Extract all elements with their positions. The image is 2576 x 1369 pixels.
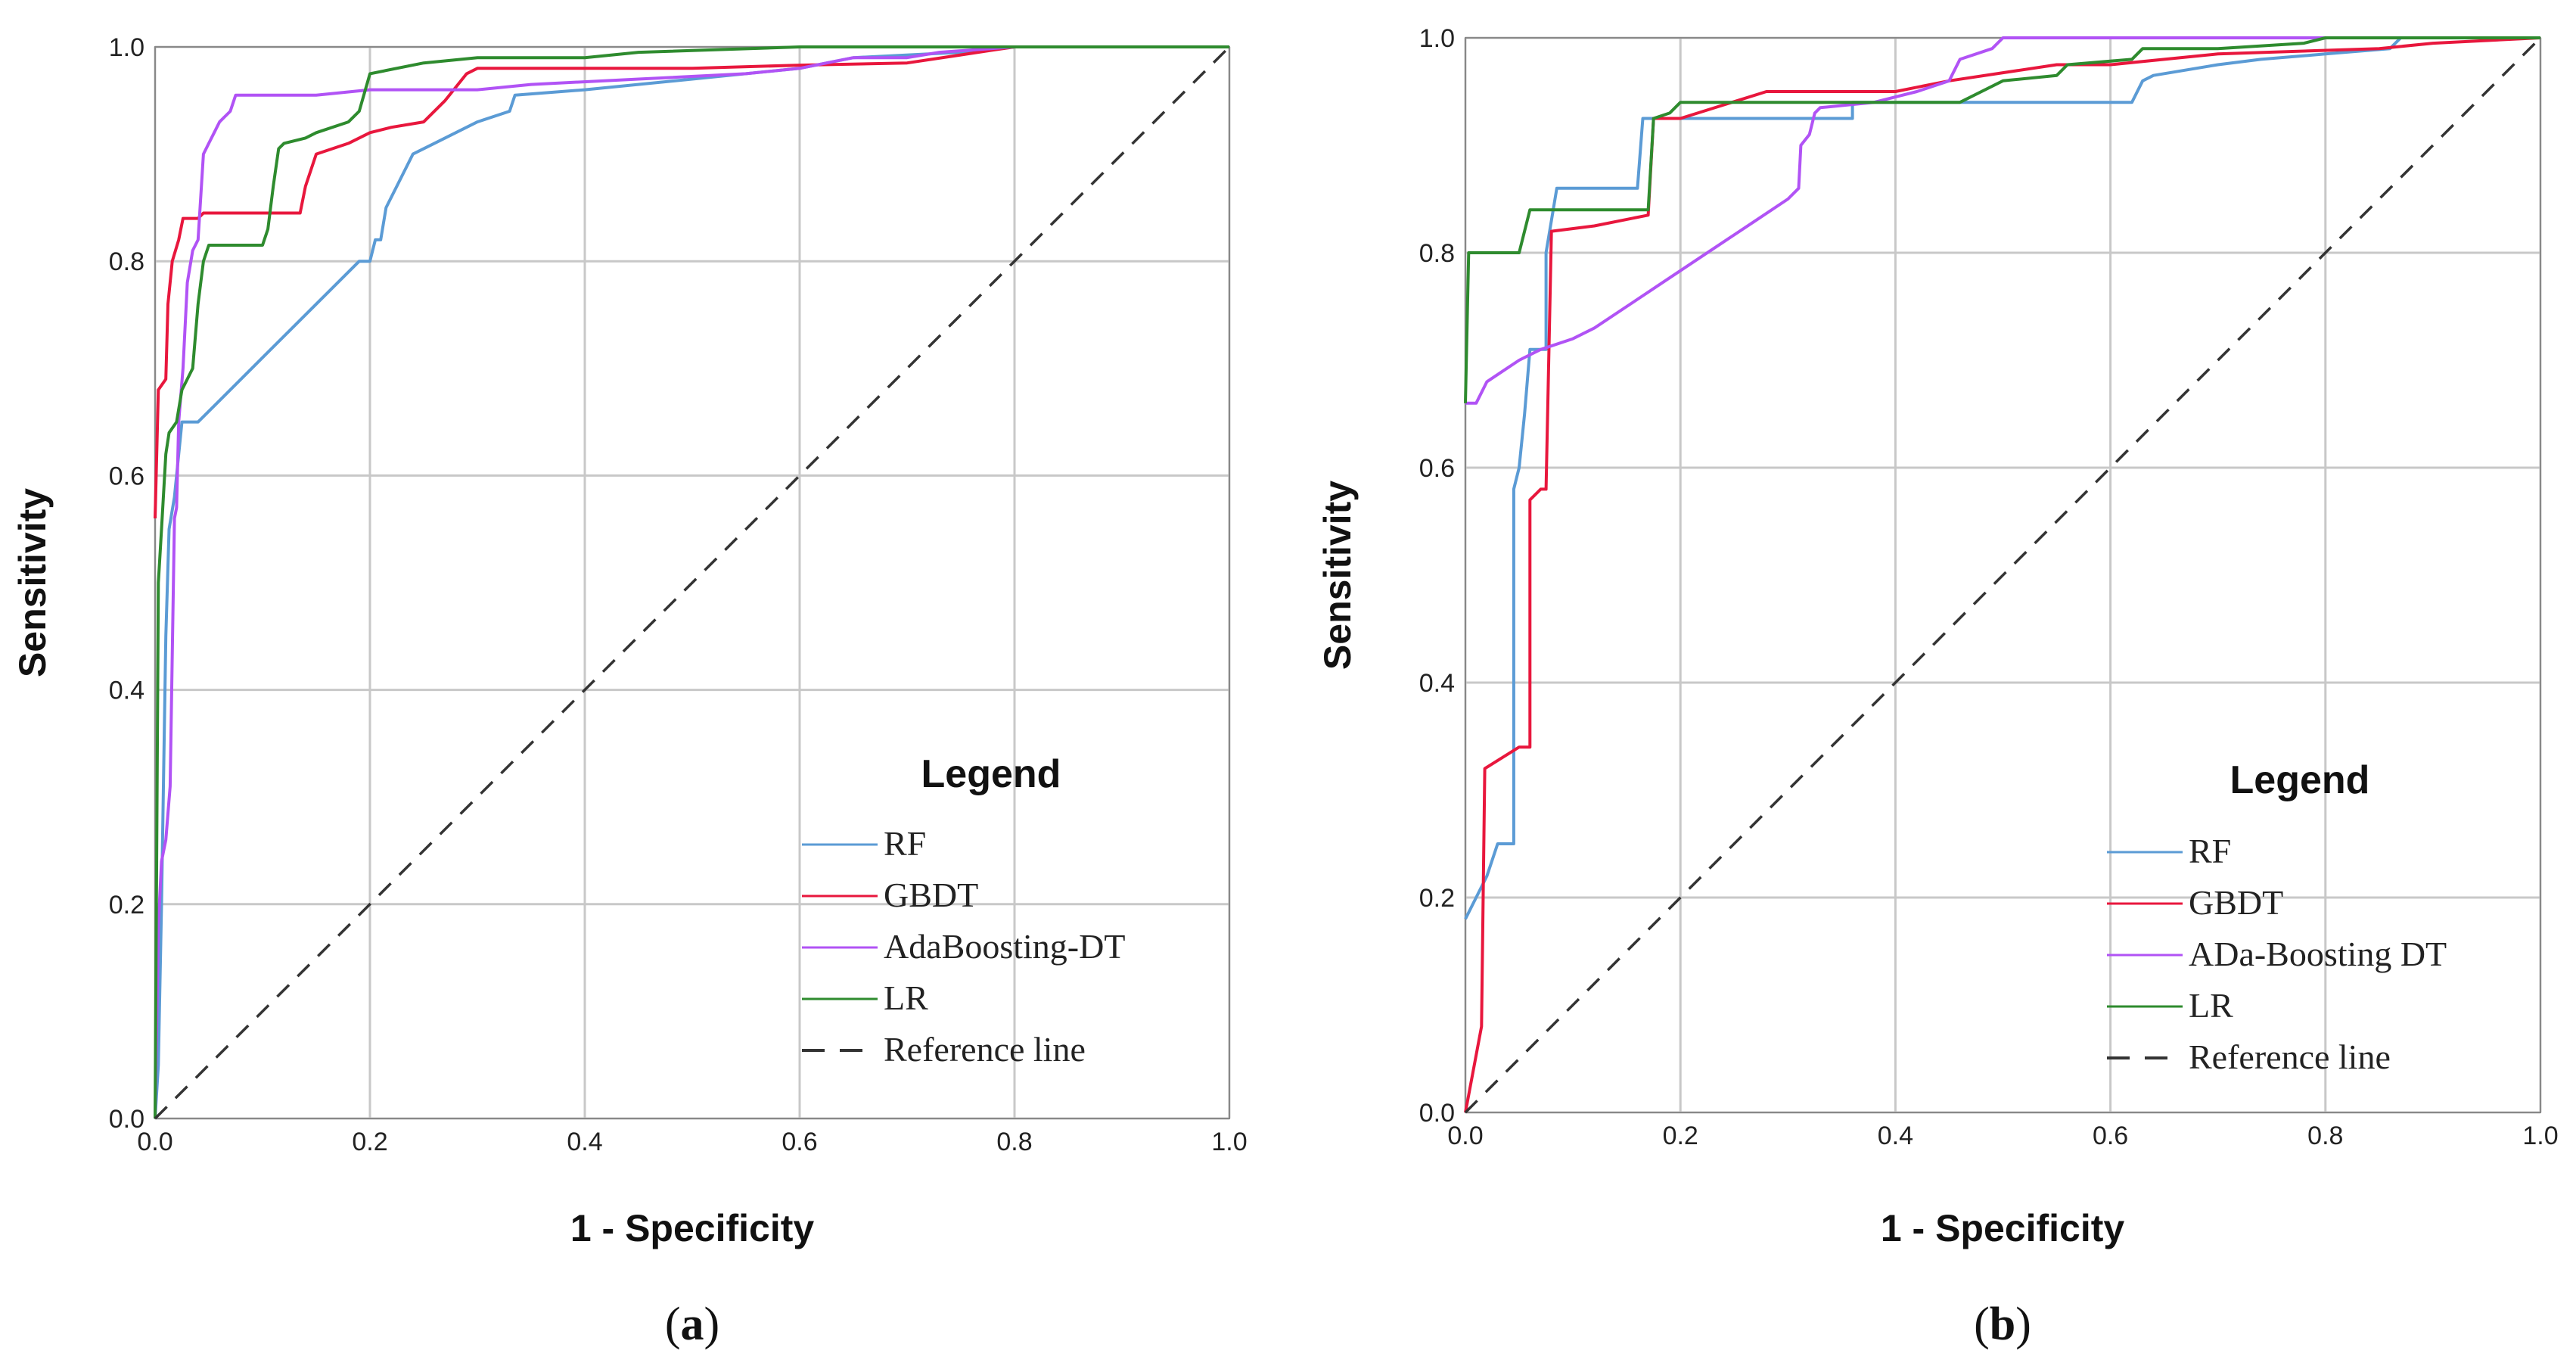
panel-b-legend-title: Legend [2230,758,2370,802]
panel-b-xtick-label-0: 0.0 [1447,1122,1483,1150]
panel-b-series-line-rf [1464,36,2540,920]
panel-a-y-axis-title: Sensitivity [11,488,54,677]
panel-b-ytick-label-0: 0.0 [1419,1099,1455,1128]
panel-a-series-line-lr [154,45,1229,1119]
panel-a-ytick-label-2: 0.4 [109,677,144,705]
panel-b-xtick-label-4: 0.8 [2307,1122,2343,1150]
panel-b-ytick-label-4: 0.8 [1419,239,1455,268]
panel-b-xtick-label-3: 0.6 [2093,1122,2128,1150]
panel-a-legend: Legend RF GBDT AdaBoosting-DT LR Reference li… [802,752,1125,1069]
panel-a-xtick-label-5: 1.0 [1211,1128,1247,1156]
panel-a-series-line-reference-line [154,45,1231,1120]
panel-b-y-axis-title: Sensitivity [1316,481,1359,670]
panel-a-xtick-label-3: 0.6 [782,1128,817,1156]
panel-a-ytick-label-1: 0.2 [109,891,144,919]
panel-b-ytick-label-1: 0.2 [1419,884,1455,913]
panel-b-xtick-label-1: 0.2 [1663,1122,1698,1150]
panel-a-ytick-label-5: 1.0 [109,33,144,62]
panel-b-xtick-label-5: 1.0 [2522,1122,2558,1150]
panel-a-chart: 0.0 0.2 0.4 0.6 0.8 1.0 0.0 0.2 0.4 0.6 0.8 1.0 1 - … [11,33,1248,1350]
panel-b-legend-label-3: LR [2189,986,2233,1025]
panel-b-legend: Legend RF GBDT ADa-Boosting DT LR Reference l… [2107,758,2447,1076]
panel-a-series-line-rf [154,45,1229,1119]
panel-b-chart: 0.0 0.2 0.4 0.6 0.8 1.0 0.0 0.2 0.4 0.6 0.8 1.0 1 - … [1316,24,2559,1350]
panel-a-legend-label-2: AdaBoosting-DT [884,927,1125,966]
panel-a-panel-label: (a)(a) [665,1299,719,1350]
panel-a-xtick-label-0: 0.0 [137,1128,172,1156]
panel-a-xtick-label-1: 0.2 [352,1128,387,1156]
panel-a-xtick-label-4: 0.8 [996,1128,1032,1156]
panel-b-panel-label: (b)(b) [1974,1299,2031,1350]
panel-a-ytick-label-4: 0.8 [109,247,144,276]
panel-a-ytick-label-0: 0.0 [109,1105,144,1134]
panel-a-plot-frame [154,46,1230,1119]
panel-b-ytick-label-2: 0.4 [1419,669,1455,698]
panel-a-x-axis-title: 1 - Specificity [570,1207,815,1249]
panel-b-ytick-label-3: 0.6 [1419,454,1455,483]
panel-b-series-line-reference-line [1464,36,2542,1114]
panel-b-legend-label-0: RF [2189,832,2231,870]
panel-a-ytick-label-3: 0.6 [109,462,144,490]
panel-b-series-line-ada-boosting-dt [1465,36,2540,405]
panel-a-xtick-label-2: 0.4 [567,1128,602,1156]
panel-b-series-line-lr [1464,36,2540,403]
panel-a-legend-label-3: LR [884,979,928,1017]
panel-a-legend-label-1: GBDT [884,876,978,914]
panel-b-xtick-label-2: 0.4 [1878,1122,1913,1150]
panel-a-series-line-gbdt [154,45,1229,519]
panel-b-x-axis-title: 1 - Specificity [1881,1207,2125,1249]
panel-b-legend-label-2: ADa-Boosting DT [2189,935,2447,973]
panel-b-legend-label-1: GBDT [2189,883,2283,922]
panel-a-series-line-adaboosting-dt [154,45,1229,1119]
panel-a-legend-title: Legend [921,752,1061,796]
panel-b-legend-label-4: Reference line [2189,1038,2391,1076]
panel-a-legend-label-4: Reference line [884,1030,1086,1069]
panel-b-ytick-label-5: 1.0 [1419,24,1455,53]
panel-a-legend-label-0: RF [884,824,926,863]
